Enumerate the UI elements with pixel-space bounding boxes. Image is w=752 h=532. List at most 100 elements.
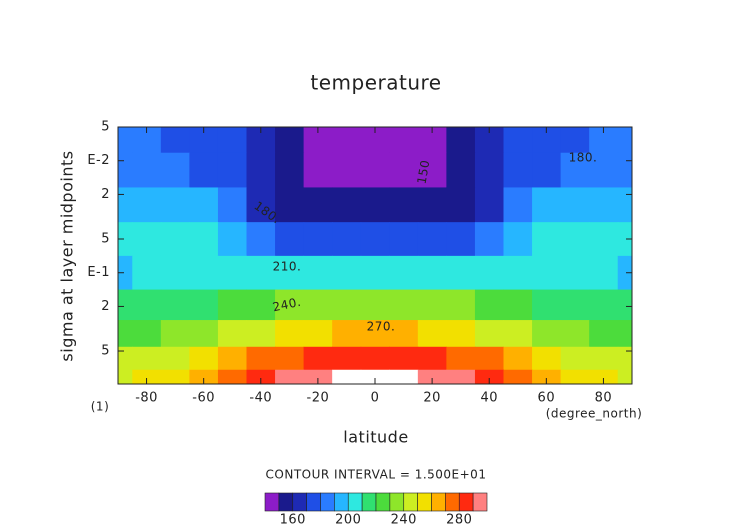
field-cell bbox=[589, 152, 619, 188]
field-cell bbox=[118, 255, 133, 291]
field-cell bbox=[503, 255, 533, 291]
y-tick-label: 5 bbox=[101, 120, 110, 135]
field-cell bbox=[532, 346, 562, 371]
field-cell bbox=[303, 320, 333, 348]
field-cell bbox=[303, 152, 333, 188]
contour-label: 270. bbox=[367, 320, 396, 334]
field-cell bbox=[160, 320, 190, 348]
field-cell bbox=[217, 255, 247, 291]
colorbar-cell bbox=[375, 492, 391, 512]
field-cell bbox=[360, 187, 390, 223]
field-cell bbox=[417, 369, 447, 385]
colorbar-cell bbox=[264, 492, 280, 512]
field-cell bbox=[474, 320, 504, 348]
y-tick-label: 5 bbox=[101, 232, 110, 247]
colorbar-cell bbox=[292, 492, 307, 512]
field-cell bbox=[389, 187, 419, 223]
field-cell bbox=[132, 255, 162, 291]
field-cell bbox=[246, 152, 276, 188]
field-cell bbox=[503, 289, 533, 321]
field-cell bbox=[589, 346, 619, 371]
field-cell bbox=[332, 187, 362, 223]
colorbar-cell bbox=[306, 492, 321, 512]
contour-label: 210. bbox=[273, 260, 302, 274]
field-cell bbox=[389, 346, 419, 371]
field-cell bbox=[389, 289, 419, 321]
x-tick-label: -20 bbox=[307, 391, 330, 406]
field-cell bbox=[446, 127, 476, 154]
field-cell bbox=[532, 289, 562, 321]
colorbar-cell bbox=[278, 492, 294, 512]
field-cell bbox=[275, 320, 305, 348]
colorbar-cell bbox=[431, 492, 446, 512]
field-cell bbox=[389, 255, 419, 291]
field-cell bbox=[389, 127, 419, 154]
field-cell bbox=[118, 289, 133, 321]
field-cell bbox=[560, 320, 590, 348]
field-cell bbox=[474, 369, 504, 385]
field-cell bbox=[275, 152, 305, 188]
field-cell bbox=[474, 187, 504, 223]
field-cell bbox=[503, 187, 533, 223]
contour-label: 180. bbox=[569, 151, 598, 165]
colorbar-cell bbox=[320, 492, 335, 512]
field-cell bbox=[617, 369, 633, 385]
field-cell bbox=[389, 152, 419, 188]
colorbar-cell bbox=[445, 492, 460, 512]
field-cell bbox=[532, 152, 562, 188]
field-cell bbox=[446, 187, 476, 223]
field-cell bbox=[217, 289, 247, 321]
field-cell bbox=[446, 222, 476, 257]
field-cell bbox=[474, 152, 504, 188]
field-cell bbox=[617, 346, 633, 371]
field-cell bbox=[332, 346, 362, 371]
field-cell bbox=[189, 222, 219, 257]
x-axis-label: latitude bbox=[343, 428, 408, 447]
field-cell bbox=[189, 289, 219, 321]
field-cell bbox=[560, 187, 590, 223]
field-cell bbox=[446, 289, 476, 321]
field-cell bbox=[417, 320, 447, 348]
field-cell bbox=[160, 289, 190, 321]
field-cell bbox=[589, 289, 619, 321]
field-cell bbox=[589, 222, 619, 257]
field-cell bbox=[275, 369, 305, 385]
field-cell bbox=[118, 369, 133, 385]
field-cell bbox=[132, 187, 162, 223]
field-cell bbox=[275, 187, 305, 223]
colorbar-cell bbox=[334, 492, 349, 512]
field-cell bbox=[589, 187, 619, 223]
field-cell bbox=[503, 222, 533, 257]
field-cell bbox=[246, 320, 276, 348]
field-cell bbox=[532, 255, 562, 291]
field-cell bbox=[560, 346, 590, 371]
field-cell bbox=[503, 346, 533, 371]
field-cell bbox=[275, 222, 305, 257]
field-cell bbox=[118, 127, 133, 154]
field-cell bbox=[589, 255, 619, 291]
field-cell bbox=[560, 152, 590, 188]
field-cell bbox=[189, 320, 219, 348]
field-cell bbox=[217, 320, 247, 348]
field-cell bbox=[303, 187, 333, 223]
field-cell bbox=[160, 187, 190, 223]
field-cell bbox=[417, 187, 447, 223]
field-cell bbox=[532, 369, 562, 385]
field-cell bbox=[160, 127, 190, 154]
field-cell bbox=[446, 369, 476, 385]
field-cell bbox=[474, 346, 504, 371]
field-cell bbox=[360, 289, 390, 321]
field-cell bbox=[589, 369, 619, 385]
field-cell bbox=[332, 255, 362, 291]
field-cell bbox=[332, 127, 362, 154]
field-cell bbox=[217, 222, 247, 257]
field-cell bbox=[474, 289, 504, 321]
field-cell bbox=[503, 369, 533, 385]
colorbar-cell bbox=[361, 492, 377, 512]
field-cell bbox=[560, 127, 590, 154]
x-tick-label: 60 bbox=[538, 391, 556, 406]
field-cell bbox=[589, 320, 619, 348]
field-cell bbox=[332, 222, 362, 257]
field-cell bbox=[560, 369, 590, 385]
